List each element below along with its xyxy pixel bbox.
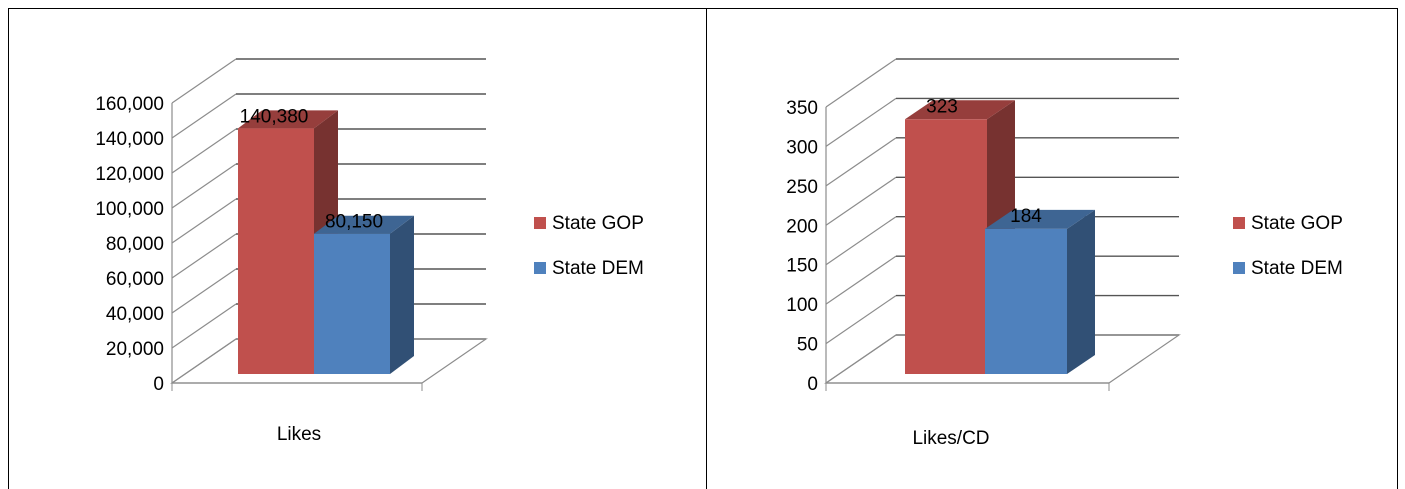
y-tick-label: 40,000 <box>106 304 164 325</box>
y-tick-label: 100,000 <box>95 199 164 220</box>
legend-label: State DEM <box>552 258 644 279</box>
bar-top <box>985 209 1095 229</box>
chart-panel-likes <box>8 8 706 489</box>
bar-state-dem <box>314 215 414 374</box>
y-tick-label: 20,000 <box>106 339 164 360</box>
gridline-diagonal <box>171 163 237 209</box>
legend-swatch <box>534 262 546 274</box>
bar-top <box>905 100 1015 120</box>
gridline-diagonal <box>171 233 237 279</box>
legend-swatch <box>1233 217 1245 229</box>
bar-front <box>905 119 987 374</box>
y-tick-label: 160,000 <box>95 94 164 115</box>
y-tick-label: 60,000 <box>106 269 164 290</box>
y-tick-label: 80,000 <box>106 234 164 255</box>
gridline-diagonal <box>171 93 237 139</box>
category-label: Likes <box>277 424 321 445</box>
gridline-diagonal <box>171 128 237 174</box>
chart-1: 0 20,000 40,000 60,000 80,000 100,000 120,000 1… <box>95 58 644 445</box>
y-tick-label: 0 <box>153 374 164 395</box>
chart-2: 0 50 100 150 200 250 300 350 323 State GOP 184 Stat… <box>786 58 1343 449</box>
gridline-diagonal <box>825 255 897 305</box>
y-tick-label: 120,000 <box>95 164 164 185</box>
data-label: 184 <box>1010 206 1042 227</box>
gridline-diagonal <box>171 198 237 244</box>
gridline-diagonal <box>171 303 237 349</box>
data-label: 140,380 <box>240 106 309 127</box>
gridline-diagonal <box>825 295 897 345</box>
y-tick-label: 300 <box>786 137 818 158</box>
y-tick-label: 250 <box>786 177 818 198</box>
bar-front <box>238 128 314 374</box>
gridline-diagonal <box>825 216 897 266</box>
bar-top <box>314 215 414 234</box>
chart-panel-likes-per-cd <box>706 8 1398 489</box>
category-label: Likes/CD <box>912 428 989 449</box>
bar-front <box>985 228 1067 374</box>
y-tick-label: 0 <box>807 374 818 395</box>
gridline-diagonal <box>171 268 237 314</box>
bar-front <box>314 233 390 374</box>
y-tick-label: 140,000 <box>95 129 164 150</box>
y-tick-label: 150 <box>786 256 818 277</box>
bar-side <box>1067 209 1095 374</box>
y-tick-label: 200 <box>786 216 818 237</box>
bar-state-dem <box>985 209 1095 374</box>
gridline-diagonal <box>825 97 897 147</box>
gridline-diagonal <box>825 137 897 187</box>
gridline-diagonal <box>171 58 237 104</box>
data-label: 80,150 <box>325 212 383 233</box>
legend-label: State DEM <box>1251 258 1343 279</box>
bar-top <box>238 110 338 129</box>
data-label: 323 <box>926 96 958 117</box>
legend-label: State GOP <box>552 213 644 234</box>
y-tick-label: 100 <box>786 295 818 316</box>
y-tick-label: 350 <box>786 98 818 119</box>
legend-swatch <box>534 217 546 229</box>
gridline-diagonal <box>825 176 897 226</box>
legend-label: State GOP <box>1251 213 1343 234</box>
y-tick-label: 50 <box>797 335 818 356</box>
gridline-diagonal <box>825 58 897 108</box>
legend-swatch <box>1233 262 1245 274</box>
bar-side <box>390 215 414 374</box>
